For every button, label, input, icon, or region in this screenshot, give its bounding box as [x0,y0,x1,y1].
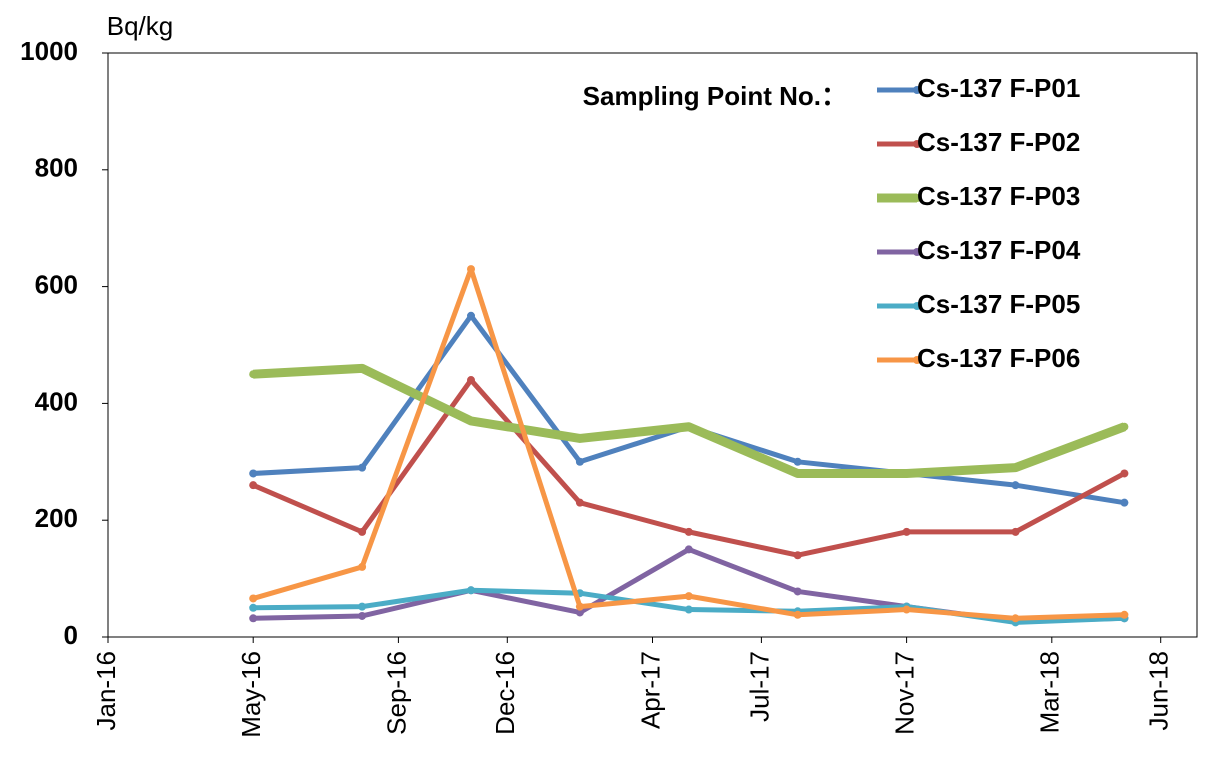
marker [793,610,802,619]
legend-title: Sampling Point No.： [583,81,847,111]
marker [249,603,258,612]
series [249,311,1129,507]
x-tick-label: Dec-16 [490,651,520,735]
series [249,376,1129,560]
marker [902,605,911,614]
marker [793,469,802,478]
marker [575,457,584,466]
legend-marker [913,248,921,256]
x-tick-label: Jun-18 [1144,651,1174,731]
marker [358,463,367,472]
marker [902,527,911,536]
marker [467,586,475,595]
marker [249,594,258,603]
marker [1011,463,1020,472]
y-tick-label: 200 [35,503,78,533]
legend-label: Cs-137 F-P02 [917,127,1080,157]
x-tick-label: Sep-16 [381,651,411,735]
marker [1120,422,1129,431]
line [252,266,1125,621]
marker [575,498,584,507]
marker [249,481,258,490]
x-tick-label: Mar-18 [1035,651,1065,733]
marker [1011,481,1020,490]
marker [249,370,258,379]
marker [793,457,802,466]
legend-label: Cs-137 F-P05 [917,289,1080,319]
legend-marker [913,356,921,364]
legend-marker [913,302,921,310]
x-tick-label: Jan-16 [91,651,121,731]
marker [467,376,475,385]
y-tick-label: 1000 [20,36,78,66]
marker [1011,614,1020,623]
x-tick-label: Nov-17 [889,651,919,735]
y-tick-label: 400 [35,386,78,416]
legend-marker [913,194,921,202]
marker [575,434,584,443]
marker [358,611,367,620]
marker [684,605,693,614]
marker [902,469,911,478]
marker [684,527,693,536]
legend-label: Cs-137 F-P06 [917,343,1080,373]
marker [793,587,802,596]
marker [684,545,693,554]
legend-label: Cs-137 F-P04 [917,235,1081,265]
marker [1120,498,1129,507]
marker [358,364,367,373]
y-axis-label: Bq/kg [107,11,174,41]
series [249,363,1129,478]
line [252,363,1126,478]
legend-marker [913,86,921,94]
y-tick-label: 0 [64,620,78,650]
legend-label: Cs-137 F-P01 [917,73,1080,103]
marker [249,614,258,623]
marker [793,551,802,560]
series [249,265,1129,623]
legend-label: Cs-137 F-P03 [917,181,1080,211]
marker [467,311,475,320]
marker [684,422,693,431]
x-tick-label: May-16 [236,651,266,738]
legend-marker [913,140,921,148]
marker [467,265,475,274]
marker [1011,527,1020,536]
marker [358,527,367,536]
marker [249,469,258,478]
marker [1120,610,1129,619]
marker [1120,469,1129,478]
marker [575,608,584,617]
marker [358,602,367,611]
y-tick-label: 800 [35,153,78,183]
x-tick-label: Apr-17 [635,651,665,729]
marker [467,416,475,425]
marker [684,592,693,601]
marker [358,562,367,571]
marker [575,602,584,611]
y-tick-label: 600 [35,269,78,299]
x-tick-label: Jul-17 [744,651,774,722]
